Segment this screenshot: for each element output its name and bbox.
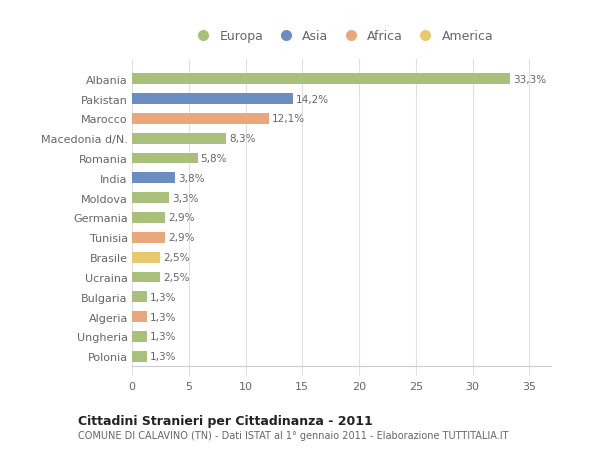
Text: 1,3%: 1,3% — [149, 352, 176, 362]
Text: 5,8%: 5,8% — [200, 154, 227, 164]
Text: 2,9%: 2,9% — [168, 213, 194, 223]
Text: Cittadini Stranieri per Cittadinanza - 2011: Cittadini Stranieri per Cittadinanza - 2… — [78, 414, 373, 428]
Text: 12,1%: 12,1% — [272, 114, 305, 124]
Bar — [132, 331, 147, 342]
Bar — [132, 252, 160, 263]
Text: COMUNE DI CALAVINO (TN) - Dati ISTAT al 1° gennaio 2011 - Elaborazione TUTTITALI: COMUNE DI CALAVINO (TN) - Dati ISTAT al … — [78, 431, 509, 440]
Text: 1,3%: 1,3% — [149, 332, 176, 342]
Text: 1,3%: 1,3% — [149, 292, 176, 302]
Bar — [132, 173, 175, 184]
Bar — [132, 193, 169, 204]
Bar — [132, 94, 293, 105]
Bar — [132, 134, 226, 144]
Text: 8,3%: 8,3% — [229, 134, 256, 144]
Text: 3,8%: 3,8% — [178, 174, 205, 184]
Bar — [132, 74, 510, 85]
Legend: Europa, Asia, Africa, America: Europa, Asia, Africa, America — [188, 28, 496, 46]
Bar — [132, 114, 269, 124]
Text: 2,5%: 2,5% — [163, 252, 190, 263]
Bar — [132, 272, 160, 283]
Bar — [132, 153, 198, 164]
Text: 33,3%: 33,3% — [513, 74, 546, 84]
Bar — [132, 232, 165, 243]
Text: 2,5%: 2,5% — [163, 272, 190, 282]
Bar — [132, 351, 147, 362]
Text: 2,9%: 2,9% — [168, 233, 194, 243]
Bar — [132, 292, 147, 302]
Text: 14,2%: 14,2% — [296, 94, 329, 104]
Bar — [132, 312, 147, 322]
Text: 3,3%: 3,3% — [172, 193, 199, 203]
Text: 1,3%: 1,3% — [149, 312, 176, 322]
Bar — [132, 213, 165, 224]
